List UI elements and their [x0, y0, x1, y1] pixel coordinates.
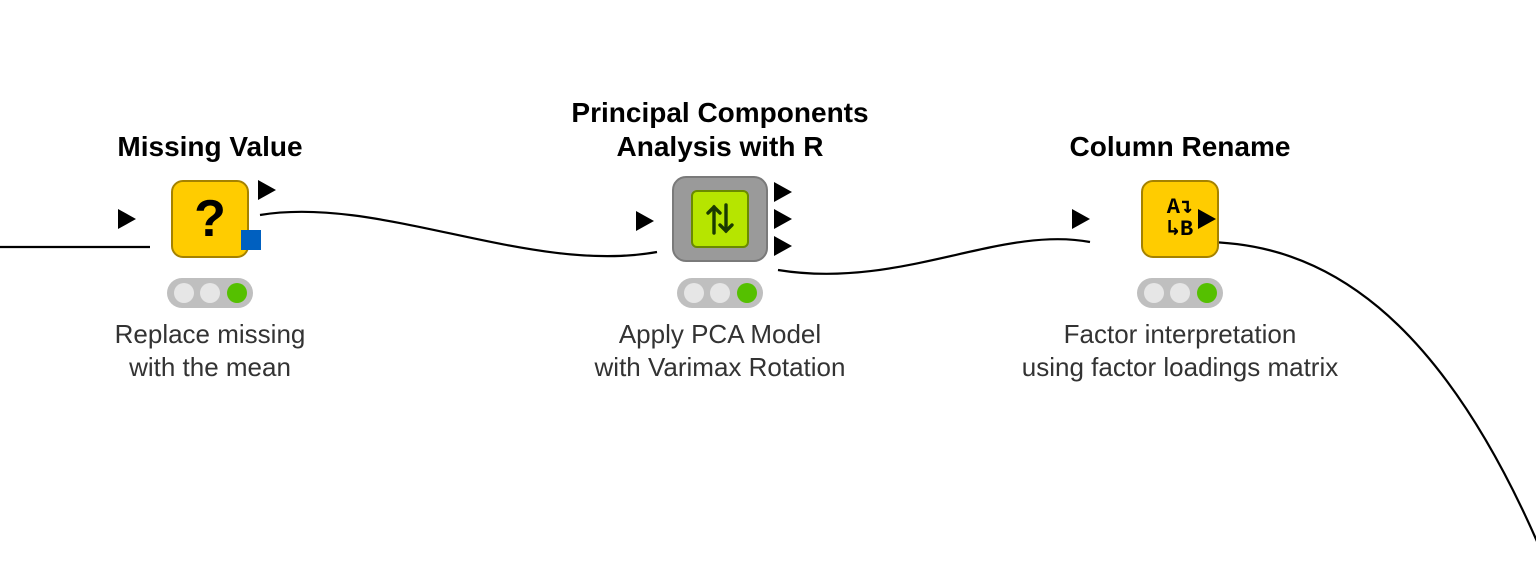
question-mark-icon: ? [194, 189, 226, 249]
status-dot-2 [710, 283, 730, 303]
status-dot-3 [737, 283, 757, 303]
input-port-icon[interactable] [118, 209, 136, 229]
status-dot-1 [1144, 283, 1164, 303]
status-dot-1 [174, 283, 194, 303]
status-indicator [1137, 278, 1223, 308]
status-dot-1 [684, 283, 704, 303]
node-title: Column Rename [1000, 130, 1360, 164]
ab-glyph-icon: A↴↳B [1167, 197, 1193, 241]
node-title: Principal Components Analysis with R [570, 96, 870, 164]
status-dot-2 [200, 283, 220, 303]
workflow-canvas[interactable]: Missing Value ? Replace missing with the… [0, 0, 1536, 564]
output-port-3-icon[interactable] [774, 236, 792, 256]
input-port-icon[interactable] [1072, 209, 1090, 229]
status-dot-3 [227, 283, 247, 303]
output-port-1-icon[interactable] [774, 182, 792, 202]
status-dot-3 [1197, 283, 1217, 303]
input-port-icon[interactable] [636, 211, 654, 231]
node-description: Factor interpretation using factor loadi… [1000, 318, 1360, 383]
node-missing-value[interactable]: Missing Value ? Replace missing with the… [60, 130, 360, 383]
metanode-icon [672, 176, 768, 262]
node-pca-with-r[interactable]: Principal Components Analysis with R [570, 96, 870, 383]
status-indicator [677, 278, 763, 308]
status-dot-2 [1170, 283, 1190, 303]
question-icon: ? [171, 180, 249, 258]
status-indicator [167, 278, 253, 308]
node-title: Missing Value [60, 130, 360, 164]
output-port-icon[interactable] [258, 180, 276, 200]
arrows-icon [691, 190, 749, 248]
model-port-chip [241, 230, 261, 250]
output-port-icon[interactable] [1198, 209, 1216, 229]
node-column-rename[interactable]: Column Rename A↴↳B Factor interpretation… [1000, 130, 1360, 383]
output-port-2-icon[interactable] [774, 209, 792, 229]
node-description: Apply PCA Model with Varimax Rotation [570, 318, 870, 383]
node-description: Replace missing with the mean [60, 318, 360, 383]
